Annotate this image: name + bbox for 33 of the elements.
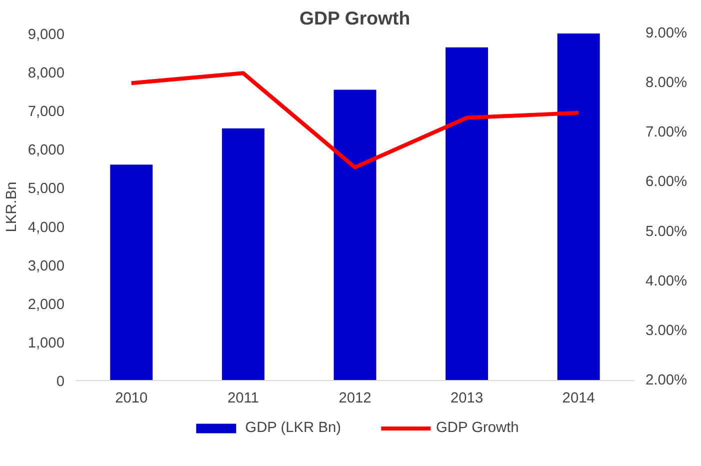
legend-label: GDP (LKR Bn) xyxy=(245,420,342,436)
y2-tick-label: 9.00% xyxy=(646,26,688,42)
y-tick-label: 2,000 xyxy=(28,296,65,313)
y-tick-label: 3,000 xyxy=(28,258,65,274)
x-tick-label: 2013 xyxy=(450,390,484,406)
y-tick-label: 5,000 xyxy=(28,181,65,198)
x-tick-label: 2012 xyxy=(338,390,372,406)
y2-tick-label: 6.00% xyxy=(646,174,688,190)
y2-tick-label: 5.00% xyxy=(646,224,688,240)
y-tick-label: 9,000 xyxy=(28,27,65,43)
y-tick-label: 1,000 xyxy=(28,335,65,352)
bar xyxy=(446,47,488,380)
y-tick-label: 0 xyxy=(56,374,65,390)
bar xyxy=(222,128,264,380)
line-series xyxy=(129,71,581,170)
legend-label: GDP Growth xyxy=(436,420,519,436)
chart-title: GDP Growth xyxy=(300,8,410,28)
y-tick-label: 7,000 xyxy=(28,104,65,120)
bar xyxy=(110,164,153,380)
y-tick-label: 8,000 xyxy=(28,66,65,82)
y2-tick-label: 2.00% xyxy=(646,372,688,388)
y2-tick-label: 4.00% xyxy=(646,273,688,290)
x-tick-label: 2010 xyxy=(115,390,148,406)
y-tick-label: 4,000 xyxy=(28,220,65,236)
x-tick-label: 2014 xyxy=(562,390,595,406)
x-tick-label: 2011 xyxy=(227,390,259,406)
y2-tick-label: 7.00% xyxy=(646,124,688,141)
y2-tick-label: 3.00% xyxy=(646,322,688,339)
bar xyxy=(557,34,600,380)
y-tick-label: 6,000 xyxy=(28,142,65,159)
y-axis-title: LKR.Bn xyxy=(4,182,20,232)
y2-tick-label: 8.00% xyxy=(646,75,688,92)
bar xyxy=(334,90,376,380)
